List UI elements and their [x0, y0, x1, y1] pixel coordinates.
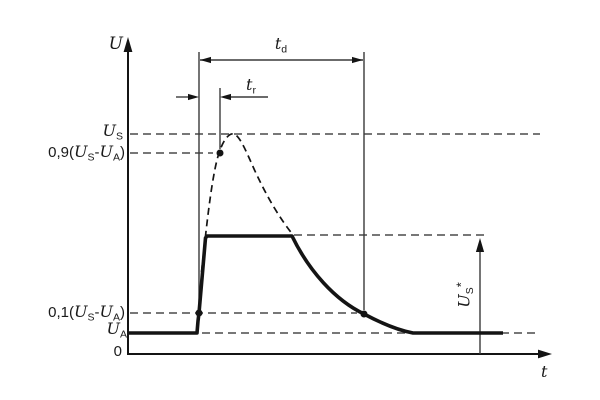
- level-01-us-symbol: U: [74, 302, 88, 321]
- pulse-solid-curve: [128, 234, 503, 335]
- tr-symbol: t: [246, 75, 253, 94]
- td-right-arrowhead: [352, 56, 363, 64]
- origin-label: 0: [114, 344, 122, 359]
- td-label: td: [275, 36, 287, 55]
- ua-subscript: A: [119, 328, 127, 341]
- u-axis-label: U: [109, 36, 123, 53]
- rise-10-percent-point: [195, 309, 203, 317]
- us-star-symbol: U: [454, 294, 474, 308]
- td-subscript: d: [281, 43, 288, 56]
- origin-label-text: 0: [113, 343, 122, 360]
- tr-subscript: r: [252, 84, 256, 97]
- level-01-label: 0,1(US-UA): [48, 304, 125, 323]
- td-symbol: t: [274, 34, 282, 53]
- level-01-ua-symbol: U: [99, 302, 113, 321]
- level-09-us-symbol: U: [74, 142, 88, 161]
- level-09-prefix: 0,9(: [48, 144, 74, 161]
- tr-left-arrowhead: [188, 93, 199, 101]
- level-09-ua-subscript: A: [112, 151, 120, 164]
- ua-level-label: UA: [107, 321, 128, 340]
- open-circuit-pulse-dashed-curve: [200, 132, 295, 273]
- tr-label: tr: [246, 77, 256, 96]
- level-09-label: 0,9(US-UA): [48, 144, 125, 163]
- level-01-suffix: ): [120, 304, 125, 321]
- us-level-label: US: [103, 123, 124, 142]
- us-star-subscript: S: [464, 287, 476, 295]
- level-01-ua-subscript: A: [112, 311, 120, 324]
- t-axis-label-text: t: [541, 362, 548, 381]
- us-subscript: S: [115, 130, 123, 143]
- rise-90-percent-point: [216, 149, 224, 157]
- t-axis-label: t: [541, 364, 547, 381]
- u-axis-label-text: U: [108, 34, 123, 54]
- us-star-asterisk: *: [453, 282, 469, 288]
- us-symbol: U: [102, 121, 116, 140]
- y-axis-arrowhead: [123, 37, 133, 52]
- level-09-ua-symbol: U: [99, 142, 113, 161]
- level-09-suffix: ): [120, 144, 125, 161]
- us-star-label: US*: [453, 282, 477, 308]
- ua-symbol: U: [106, 319, 120, 338]
- level-01-us-subscript: S: [87, 311, 95, 324]
- level-09-us-subscript: S: [87, 151, 95, 164]
- level-01-prefix: 0,1(: [48, 304, 74, 321]
- level-09-minus: -: [94, 144, 100, 161]
- tr-right-arrowhead: [220, 93, 231, 101]
- us-star-arrowhead: [475, 238, 485, 252]
- x-axis-arrowhead: [538, 349, 552, 359]
- td-left-arrowhead: [200, 56, 211, 64]
- decay-10-percent-point: [360, 310, 368, 318]
- level-01-minus: -: [94, 304, 100, 321]
